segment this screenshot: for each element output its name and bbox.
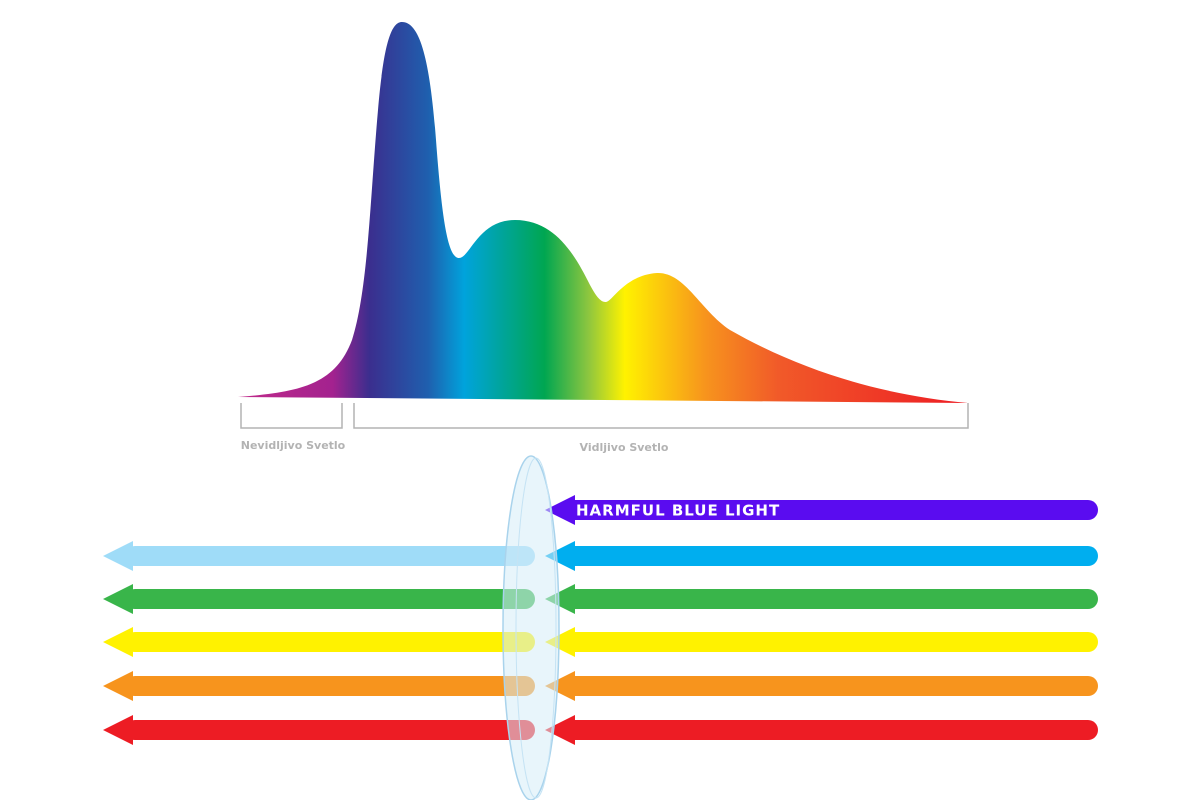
arrow-label: HARMFUL BLUE LIGHT xyxy=(576,502,780,520)
label: Nevidljivo Svetlo xyxy=(241,439,346,452)
lens xyxy=(502,455,560,800)
spectrum-curve xyxy=(238,22,968,403)
label: Vidljivo Svetlo xyxy=(580,441,669,454)
right-arrows xyxy=(545,495,1098,745)
left-arrows xyxy=(103,541,535,745)
bracket xyxy=(240,403,343,429)
bracket xyxy=(353,403,969,429)
